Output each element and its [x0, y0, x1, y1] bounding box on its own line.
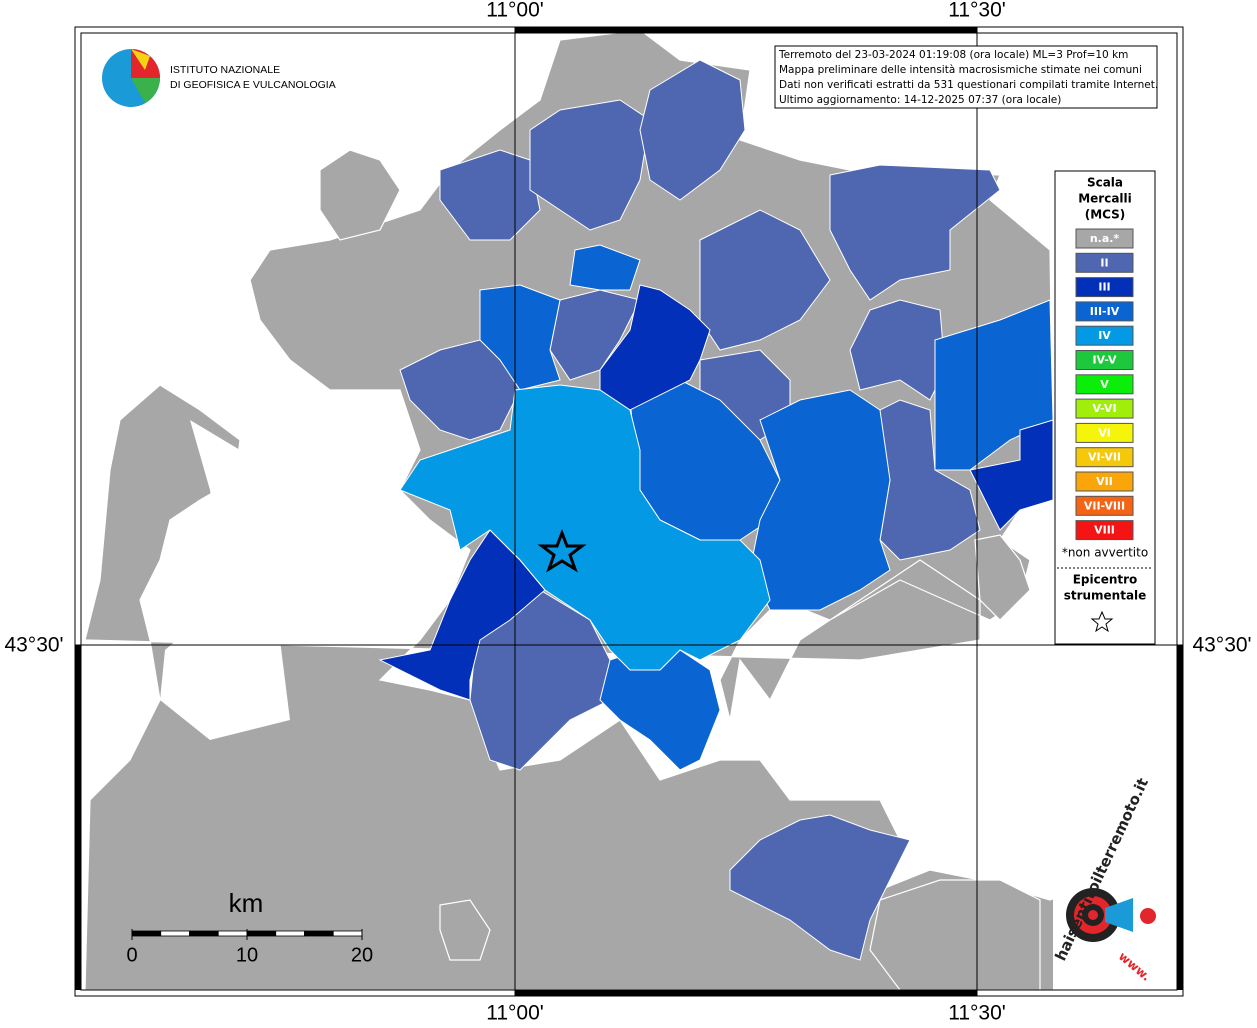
lat-label: 43°30' [4, 634, 63, 657]
scale-segment [189, 930, 219, 937]
scale-segment [304, 930, 334, 937]
lon-label: 11°30' [948, 0, 1006, 22]
epicenter [537, 528, 587, 573]
legend-label: VII-VIII [1084, 499, 1125, 512]
legend-swatch [1075, 374, 1134, 395]
epicenter-label: Epicentro [1073, 573, 1138, 587]
lon-label: 11°00' [486, 0, 544, 22]
info-line: Terremoto del 23-03-2024 01:19:08 (ora l… [778, 49, 1128, 61]
legend-label: V-VI [1092, 402, 1116, 415]
epicenter-symbol [1090, 610, 1114, 633]
lat-label: 43°30' [1192, 634, 1251, 657]
legend-swatch [1075, 252, 1134, 273]
legend-label: VI-VII [1088, 451, 1121, 464]
logo-text: ISTITUTO NAZIONALE [170, 64, 280, 76]
info-line: Ultimo aggiornamento: 14-12-2025 07:37 (… [779, 94, 1061, 106]
scale-segment [246, 930, 277, 937]
legend-label: III [1098, 281, 1110, 294]
scale-segment [332, 930, 363, 937]
legend-title: (MCS) [1085, 208, 1126, 222]
logo-text: DI GEOFISICA E VULCANOLOGIA [170, 79, 336, 91]
legend-note: *non avvertito [1062, 546, 1148, 560]
legend-label: V [1100, 378, 1109, 391]
scale-tick-label: 10 [236, 944, 258, 966]
scale-unit: km [229, 888, 264, 918]
legend-swatch [1075, 301, 1134, 322]
info-box: Terremoto del 23-03-2024 01:19:08 (ora l… [774, 45, 1158, 109]
scale-segment [160, 930, 190, 937]
lon-label: 11°00' [486, 1002, 544, 1024]
legend-title: Scala [1087, 176, 1123, 190]
frame [74, 26, 1184, 997]
scale-segment [275, 930, 305, 937]
legend-swatch [1075, 422, 1134, 443]
legend-label: n.a.* [1090, 232, 1120, 245]
legend-swatch [1075, 447, 1134, 468]
legend-swatch [1075, 350, 1134, 370]
legend-swatch [1075, 228, 1134, 249]
scale-tick-label: 20 [351, 944, 373, 966]
legend-label: VI [1098, 426, 1111, 439]
legend-swatch [1075, 277, 1134, 298]
scale-bar: km 0 10 20 [126, 888, 373, 966]
legend-title: Mercalli [1078, 192, 1132, 206]
info-line: Dati non verificati estratti da 531 ques… [779, 79, 1158, 91]
legend-label: VII [1096, 475, 1113, 488]
scale-segment [131, 930, 162, 937]
info-line: Mappa preliminare delle intensità macros… [779, 64, 1142, 76]
legend-swatch [1075, 471, 1134, 492]
legend-label: IV [1098, 329, 1111, 342]
legend-swatch [1075, 495, 1134, 516]
legend: Scala Mercalli (MCS) *non avvertito Epic… [1054, 170, 1156, 645]
legend-swatch [1075, 520, 1134, 541]
scale-tick-label: 0 [126, 944, 137, 966]
ingv-logo: ISTITUTO NAZIONALE DI GEOFISICA E VULCAN… [102, 49, 336, 107]
legend-label: III-IV [1090, 305, 1120, 318]
legend-swatch [1075, 325, 1134, 346]
legend-label: VIII [1094, 524, 1115, 537]
lon-label: 11°30' [948, 1002, 1006, 1024]
epicenter-label: strumentale [1064, 589, 1147, 603]
scale-segment [217, 930, 248, 937]
legend-swatch [1075, 398, 1134, 419]
legend-label: IV-V [1092, 354, 1117, 367]
legend-label: II [1100, 256, 1108, 269]
